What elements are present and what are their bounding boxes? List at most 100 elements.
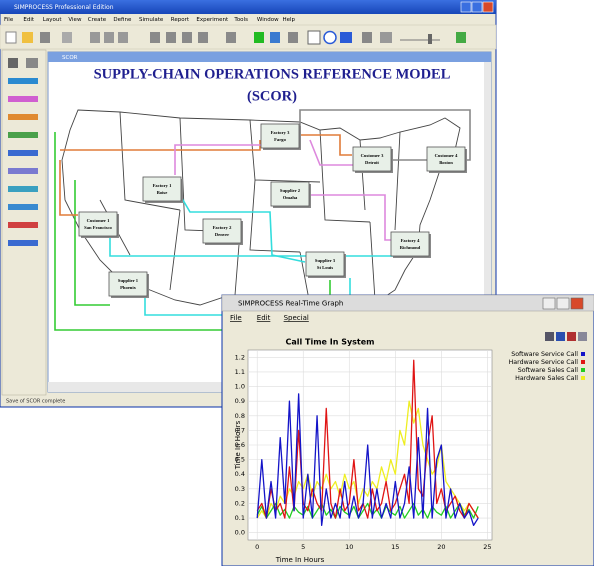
node-label: Supplier 1: [118, 278, 139, 283]
tool-icon[interactable]: [380, 32, 392, 43]
tool-icon[interactable]: [6, 32, 16, 43]
node-label: Phoenix: [120, 285, 137, 290]
graph-tool[interactable]: [578, 332, 587, 341]
palette-tool[interactable]: [8, 222, 38, 228]
menu-item[interactable]: Edit: [23, 17, 34, 23]
palette-tool[interactable]: [8, 114, 38, 120]
tool-icon[interactable]: [226, 32, 236, 43]
node-label: Denver: [215, 232, 229, 237]
node-label: St Louis: [317, 265, 333, 270]
model-heading: SUPPLY-CHAIN OPERATIONS REFERENCE MODEL: [94, 66, 451, 82]
y-tick-label: 0.8: [235, 412, 245, 420]
node-label: Richmond: [400, 245, 421, 250]
menu-item[interactable]: Experiment: [196, 17, 229, 23]
zoom-thumb[interactable]: [428, 34, 432, 44]
tool-icon[interactable]: [456, 32, 466, 43]
tool-icon[interactable]: [324, 32, 336, 44]
palette-tool[interactable]: [26, 58, 38, 68]
menu-item[interactable]: Edit: [257, 314, 271, 322]
tool-icon[interactable]: [288, 32, 298, 43]
node-label: Customer 1: [87, 218, 110, 223]
tool-icon[interactable]: [254, 32, 264, 43]
menu-item[interactable]: Define: [113, 17, 132, 23]
tool-icon[interactable]: [270, 32, 280, 43]
graph-tool[interactable]: [567, 332, 576, 341]
menu-item[interactable]: Layout: [43, 17, 63, 23]
legend-swatch: [581, 376, 585, 380]
tool-icon[interactable]: [198, 32, 208, 43]
toolbar: [0, 25, 496, 49]
palette-tool[interactable]: [8, 186, 38, 192]
menu-item[interactable]: Report: [171, 17, 190, 23]
tool-icon[interactable]: [308, 31, 320, 44]
palette-tool[interactable]: [8, 150, 38, 156]
y-tick-label: 0.0: [235, 529, 245, 537]
node[interactable]: [353, 147, 391, 171]
graph-window-title: SIMPROCESS Real-Time Graph: [238, 300, 343, 308]
close-button[interactable]: [571, 298, 583, 309]
close-button[interactable]: [483, 2, 493, 12]
node[interactable]: [109, 272, 147, 296]
y-tick-label: 0.4: [235, 470, 245, 478]
node-label: Factory 4: [401, 238, 420, 243]
chart-title: Call Time In System: [285, 338, 374, 347]
palette-tool[interactable]: [8, 168, 38, 174]
model-title-bar: [48, 52, 491, 62]
palette-tool[interactable]: [8, 96, 38, 102]
minimize-button[interactable]: [543, 298, 555, 309]
graph-tool[interactable]: [545, 332, 554, 341]
node[interactable]: [427, 147, 465, 171]
node-label: Customer 4: [435, 153, 458, 158]
tool-icon[interactable]: [90, 32, 100, 43]
node-label: Factory 2: [213, 225, 232, 230]
node[interactable]: [271, 182, 309, 206]
menu-item[interactable]: Create: [88, 17, 107, 23]
node[interactable]: [79, 212, 117, 236]
menu-item[interactable]: Simulate: [139, 17, 164, 23]
tool-icon[interactable]: [62, 32, 72, 43]
menu-item[interactable]: Window: [257, 17, 279, 23]
palette-tool[interactable]: [8, 58, 18, 68]
menu-item[interactable]: File: [230, 314, 242, 322]
palette-tool[interactable]: [8, 78, 38, 84]
node[interactable]: [203, 219, 241, 243]
node[interactable]: [391, 232, 429, 256]
tool-icon[interactable]: [118, 32, 128, 43]
tool-icon[interactable]: [166, 32, 176, 43]
menu-item[interactable]: View: [68, 17, 82, 23]
menu-item[interactable]: Help: [283, 17, 296, 23]
y-tick-label: 1.1: [235, 368, 245, 376]
menu-item[interactable]: File: [4, 17, 14, 23]
tool-icon[interactable]: [40, 32, 50, 43]
node-label: San Francisco: [84, 225, 112, 230]
tool-icon[interactable]: [22, 32, 33, 43]
legend-swatch: [581, 368, 585, 372]
maximize-button[interactable]: [557, 298, 569, 309]
y-tick-label: 1.2: [235, 353, 245, 361]
tool-icon[interactable]: [104, 32, 114, 43]
node-label: Boston: [439, 160, 453, 165]
y-tick-label: 0.6: [235, 441, 245, 449]
node[interactable]: [143, 177, 181, 201]
node-label: Customer 3: [361, 153, 384, 158]
menu-item[interactable]: Tools: [233, 17, 248, 23]
x-tick-label: 5: [301, 543, 305, 551]
x-tick-label: 25: [483, 543, 491, 551]
menu-item[interactable]: Special: [284, 314, 309, 322]
graph-tool[interactable]: [556, 332, 565, 341]
tool-icon[interactable]: [150, 32, 160, 43]
palette-tool[interactable]: [8, 240, 38, 246]
palette-tool[interactable]: [8, 204, 38, 210]
status-text: Save of SCOR complete: [6, 399, 65, 405]
node-label: Supplier 2: [280, 188, 301, 193]
node[interactable]: [306, 252, 344, 276]
node[interactable]: [261, 124, 299, 148]
palette-tool[interactable]: [8, 132, 38, 138]
y-tick-label: 0.5: [235, 456, 245, 464]
minimize-button[interactable]: [461, 2, 471, 12]
tool-icon[interactable]: [362, 32, 372, 43]
maximize-button[interactable]: [472, 2, 482, 12]
tool-icon[interactable]: [340, 32, 352, 43]
tool-icon[interactable]: [182, 32, 192, 43]
node-label: Detroit: [365, 160, 379, 165]
